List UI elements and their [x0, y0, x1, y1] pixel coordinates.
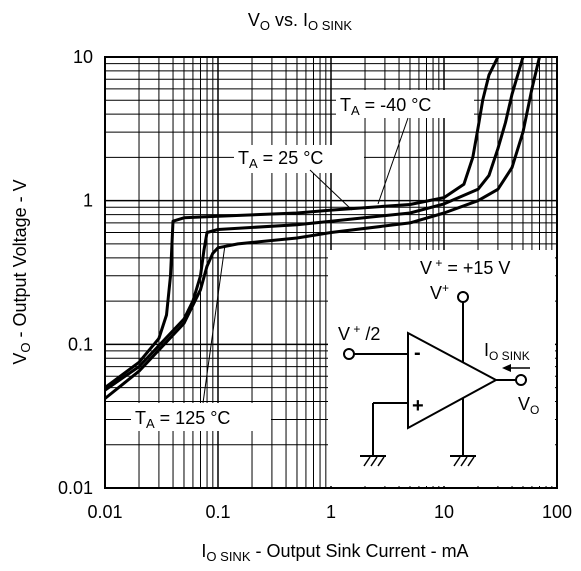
inset-v-plus: V+	[430, 281, 449, 303]
x-axis-label: IO SINK - Output Sink Current - mA	[201, 541, 468, 564]
y-axis-label: VO - Output Voltage - V	[10, 179, 33, 364]
output-node	[515, 374, 527, 386]
x-tick-label: 0.01	[87, 502, 122, 522]
op-amp-schematic	[343, 291, 527, 457]
inset-minus-sign: -	[414, 342, 421, 364]
label-bg-minus40	[336, 90, 474, 118]
leader-minus40	[377, 117, 409, 205]
x-tick-label: 10	[434, 502, 454, 522]
inset-output-label: VO	[518, 394, 539, 417]
inset-plus-sign: +	[412, 395, 424, 417]
x-tick-label: 1	[326, 502, 336, 522]
ground-hatch	[363, 456, 475, 467]
supply-label: V + = +15 V	[420, 256, 510, 278]
x-tick-label: 100	[542, 502, 572, 522]
inset-input-label: V + /2	[338, 322, 380, 344]
label-bg-125	[131, 403, 271, 431]
label-t-minus40: TA = -40 °C	[340, 95, 431, 118]
label-t-25: TA = 25 °C	[238, 148, 323, 171]
op-amp-triangle	[407, 331, 499, 430]
plot-frame	[104, 56, 558, 489]
chart-title: VO vs. IO SINK	[248, 10, 353, 33]
y-tick-label: 1	[83, 191, 93, 211]
x-tick-label: 0.1	[205, 502, 230, 522]
series-line-3	[104, 56, 541, 400]
leader-125	[202, 244, 226, 404]
y-tick-label: 0.1	[68, 334, 93, 354]
series-layer	[104, 56, 541, 400]
y-tick-labels: 0.01 0.1 1 10	[58, 47, 93, 498]
inset-current-label: IO SINK	[484, 340, 530, 363]
series-line-2	[104, 56, 525, 392]
series-line-1	[104, 56, 500, 389]
leader-25	[309, 169, 353, 211]
label-t-125: TA = 125 °C	[135, 408, 230, 431]
y-tick-label: 10	[73, 47, 93, 67]
current-arrow-head	[502, 364, 511, 372]
y-tick-label: 0.01	[58, 478, 93, 498]
label-bg-25	[234, 145, 364, 173]
x-tick-labels: 0.01 0.1 1 10 100	[87, 502, 572, 522]
